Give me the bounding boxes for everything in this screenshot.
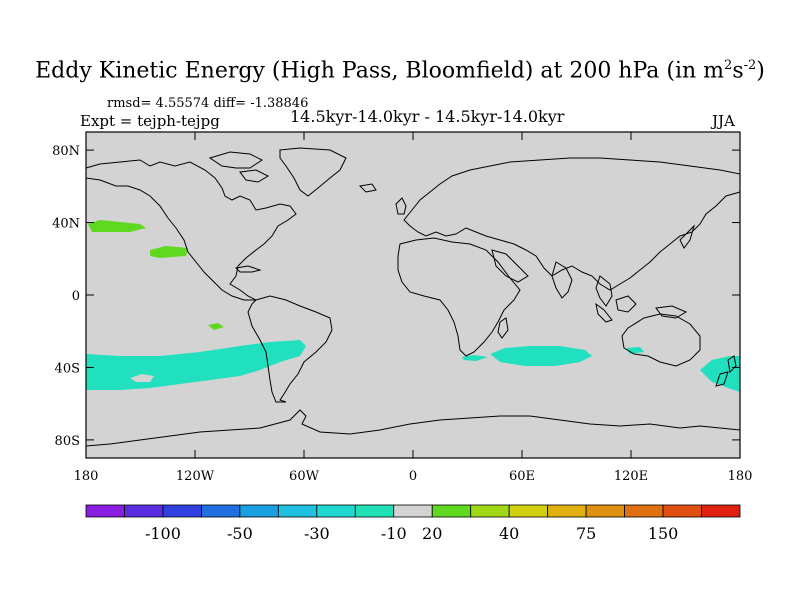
lat-label: 80S: [55, 434, 80, 449]
green-patch-north-pacific-mid: [150, 246, 188, 258]
colorbar-swatch: [431, 504, 472, 518]
colorbar-label: -30: [304, 524, 330, 543]
colorbar-label: 40: [499, 524, 519, 543]
coast-south-america: [247, 295, 333, 403]
colorbar-swatch: [585, 504, 625, 518]
colorbar: -100 -50 -30 -10 20 40 75 150: [85, 504, 741, 543]
coast-indochina: [595, 275, 613, 307]
cyan-patch-south-indian: [490, 346, 592, 366]
colorbar-swatch: [354, 504, 395, 518]
coastlines: [85, 147, 741, 447]
period-label: 14.5kyr-14.0kyr - 14.5kyr-14.0kyr: [290, 107, 565, 126]
coast-borneo: [615, 295, 637, 313]
colorbar-swatch: [162, 504, 202, 518]
colorbar-label: 150: [648, 524, 679, 543]
coast-new-guinea: [655, 305, 688, 319]
cyan-patch-south-atlantic-small: [462, 355, 488, 361]
colorbar-swatch: [701, 504, 741, 518]
coast-uk: [395, 197, 407, 215]
map-background: [86, 132, 740, 458]
colorbar-swatch: [316, 504, 356, 518]
map-panel: 80N 40N 0 40S 80S 180 120W 60W 0 60E 120E 180: [52, 131, 753, 484]
lon-label: 0: [409, 469, 417, 484]
coast-greenland: [279, 147, 347, 197]
coast-japan: [679, 224, 696, 249]
coast-north-america: [85, 159, 297, 301]
coast-arabia: [491, 249, 529, 283]
coast-cuba: [234, 265, 262, 273]
season-label: JJA: [712, 112, 735, 130]
colorbar-swatch: [124, 504, 164, 518]
colorbar-swatch: [547, 504, 587, 518]
lon-label: 120W: [176, 469, 215, 484]
coast-new-zealand: [715, 355, 737, 387]
colorbar-label: 75: [576, 524, 596, 543]
lon-label: 60E: [509, 469, 535, 484]
stats-text: rmsd= 4.55574 diff= -1.38846: [107, 96, 309, 111]
experiment-label: Expt = tejph-tejpg: [80, 112, 220, 130]
lon-label: 120E: [614, 469, 648, 484]
colorbar-label: -50: [227, 524, 253, 543]
lon-label: 180: [74, 469, 99, 484]
colorbar-swatch: [239, 504, 279, 518]
colorbar-swatch: [85, 504, 125, 518]
colorbar-swatch: [508, 504, 549, 518]
colorbar-label: -100: [145, 524, 181, 543]
green-patch-north-pacific-west: [88, 220, 146, 232]
coast-madagascar: [497, 317, 509, 339]
colorbar-swatch: [277, 504, 318, 518]
colorbar-swatch: [393, 504, 433, 518]
anomaly-shading: [86, 220, 740, 392]
coast-sumatra: [595, 302, 613, 323]
colorbar-swatch: [470, 504, 510, 518]
colorbar-swatch: [624, 504, 664, 518]
coast-antarctica: [85, 409, 741, 447]
coast-australia: [621, 313, 701, 367]
longitude-axis: 180 120W 60W 0 60E 120E 180: [74, 132, 753, 484]
cyan-hole: [130, 374, 154, 382]
plot-title: Eddy Kinetic Energy (High Pass, Bloomfie…: [35, 58, 765, 84]
lat-label: 40N: [52, 217, 80, 232]
green-patch-tropical-pacific: [208, 323, 224, 330]
coast-india: [551, 261, 573, 299]
latitude-axis: 80N 40N 0 40S 80S: [52, 144, 740, 449]
colorbar-label: 20: [422, 524, 442, 543]
colorbar-label: -10: [381, 524, 407, 543]
lon-label: 60W: [289, 469, 320, 484]
colorbar-swatch: [201, 504, 241, 518]
lat-label: 0: [72, 289, 80, 304]
lat-label: 40S: [55, 361, 80, 376]
coast-arctic-islands: [208, 151, 270, 183]
lat-label: 80N: [52, 144, 80, 159]
lon-label: 180: [728, 469, 753, 484]
coast-africa: [397, 237, 521, 357]
coast-eurasia: [403, 157, 741, 291]
colorbar-swatch: [662, 504, 702, 518]
coast-iceland: [358, 183, 377, 193]
